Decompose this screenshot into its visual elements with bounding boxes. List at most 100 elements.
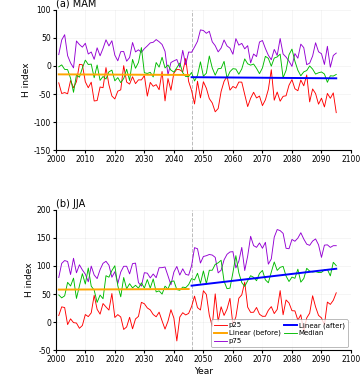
Linear (after) <box>296 271 300 275</box>
Linear (after) <box>240 278 244 282</box>
Linear (before) <box>122 287 126 291</box>
Linear (after) <box>192 283 197 288</box>
p75 <box>275 227 279 232</box>
Linear (before) <box>160 287 164 291</box>
Median <box>57 293 61 297</box>
Line: p75: p75 <box>59 229 336 286</box>
Linear (before) <box>113 287 117 291</box>
Median <box>68 284 73 288</box>
Linear (before) <box>177 287 182 291</box>
Linear (before) <box>172 287 176 291</box>
Linear (after) <box>225 279 229 284</box>
Linear (before) <box>66 287 70 292</box>
Linear (before) <box>154 287 158 291</box>
Linear (before) <box>116 287 120 291</box>
Line: Median: Median <box>59 256 336 303</box>
Linear (after) <box>207 281 211 286</box>
Linear (before) <box>98 287 102 292</box>
p75 <box>107 263 111 267</box>
Linear (before) <box>166 287 170 291</box>
Linear (after) <box>331 267 336 272</box>
Linear (before) <box>145 287 149 291</box>
p75 <box>266 262 270 267</box>
Linear (before) <box>101 287 105 292</box>
p75 <box>334 243 338 248</box>
Linear (after) <box>257 275 262 280</box>
Linear (before) <box>77 287 82 292</box>
Linear (after) <box>290 272 294 276</box>
Y-axis label: H index: H index <box>22 63 31 97</box>
Linear (before) <box>181 287 185 291</box>
Linear (before) <box>92 287 96 292</box>
Linear (after) <box>284 272 288 277</box>
Linear (before) <box>63 287 67 292</box>
Linear (before) <box>71 287 76 292</box>
Linear (after) <box>198 282 203 287</box>
Linear (after) <box>272 274 276 278</box>
Linear (after) <box>325 267 329 272</box>
Linear (after) <box>246 277 250 282</box>
Linear (after) <box>281 273 285 277</box>
Linear (before) <box>139 287 144 291</box>
Linear (after) <box>266 274 270 279</box>
Linear (after) <box>243 277 247 282</box>
Linear (after) <box>222 280 226 284</box>
p75 <box>263 240 267 245</box>
Legend: p25, Linear (before), p75, Linear (after), Median: p25, Linear (before), p75, Linear (after… <box>211 319 347 347</box>
Linear (before) <box>186 287 191 291</box>
Text: (a) MAM: (a) MAM <box>56 0 96 9</box>
Linear (before) <box>136 287 141 291</box>
Linear (after) <box>314 269 318 273</box>
Linear (before) <box>127 287 132 291</box>
Linear (before) <box>130 287 135 291</box>
Linear (before) <box>80 287 85 292</box>
Linear (before) <box>157 287 161 291</box>
Linear (after) <box>201 282 206 286</box>
Median <box>95 300 99 305</box>
Linear (before) <box>107 287 111 292</box>
Linear (before) <box>83 287 87 292</box>
p75 <box>255 245 259 250</box>
Linear (after) <box>248 277 253 281</box>
Median <box>334 264 338 268</box>
Linear (after) <box>310 269 315 274</box>
Linear (after) <box>234 278 238 283</box>
p25 <box>243 280 247 285</box>
Linear (after) <box>210 281 215 286</box>
Linear (after) <box>287 272 291 277</box>
Linear (after) <box>293 271 297 276</box>
p25 <box>107 308 111 313</box>
Linear (after) <box>334 267 338 271</box>
Text: (b) JJA: (b) JJA <box>56 199 85 209</box>
Linear (after) <box>278 273 282 278</box>
Median <box>257 271 262 276</box>
Linear (after) <box>231 278 235 283</box>
p75 <box>68 272 73 277</box>
Y-axis label: H index: H index <box>25 263 34 297</box>
Linear (after) <box>251 276 256 281</box>
Linear (before) <box>184 287 188 291</box>
Linear (after) <box>322 268 327 272</box>
Linear (before) <box>151 287 156 291</box>
p25 <box>251 310 256 314</box>
Linear (before) <box>133 287 138 291</box>
Linear (after) <box>307 270 312 274</box>
Linear (after) <box>299 271 303 275</box>
Linear (before) <box>74 287 78 292</box>
Linear (after) <box>269 274 274 279</box>
Linear (before) <box>104 287 108 292</box>
Linear (after) <box>228 279 232 283</box>
Linear (before) <box>59 287 64 292</box>
Linear (after) <box>237 278 241 282</box>
p25 <box>269 304 274 309</box>
Median <box>110 268 114 273</box>
Linear (before) <box>57 287 61 292</box>
Line: p25: p25 <box>59 282 336 341</box>
p75 <box>57 275 61 280</box>
p75 <box>139 284 144 288</box>
Linear (before) <box>86 287 90 292</box>
p25 <box>266 308 270 313</box>
Line: Linear (after): Linear (after) <box>192 269 336 286</box>
p25 <box>68 317 73 321</box>
Linear (before) <box>142 287 147 291</box>
